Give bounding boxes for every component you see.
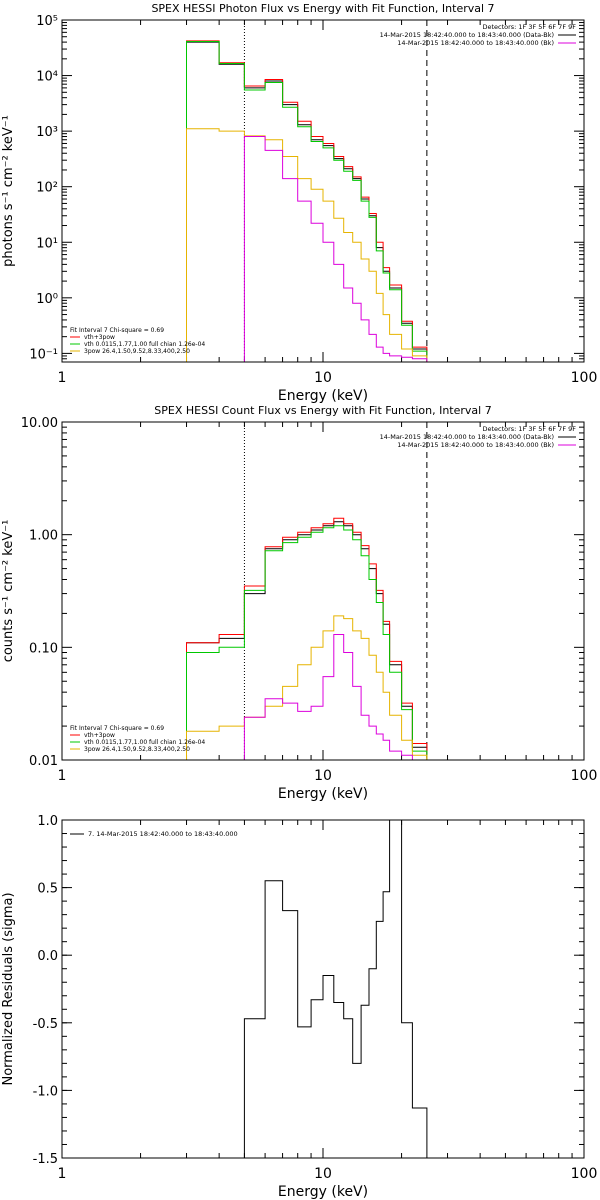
legend-left-entry: 7. 14-Mar-2015 18:42:40.000 to 18:43:40.…	[88, 830, 238, 838]
series-line-3	[186, 615, 428, 760]
y-tick-label: 0.01	[29, 754, 58, 769]
y-tick-label: 0.5	[37, 882, 58, 897]
x-tick-label: 100	[571, 1166, 598, 1182]
y-axis-label: counts s⁻¹ cm⁻² keV⁻¹	[1, 520, 16, 663]
series-line-4	[243, 136, 428, 362]
legend-left-entry: vth+3pow	[84, 732, 115, 739]
x-tick-label: 100	[571, 768, 598, 784]
y-tick-label: 10.00	[21, 416, 58, 431]
x-tick-label: 10	[314, 768, 332, 784]
x-tick-label: 1	[58, 1166, 67, 1182]
y-tick-label: 10³	[36, 125, 58, 140]
y-tick-label: 0.10	[29, 641, 58, 656]
x-axis-label: Energy (keV)	[278, 388, 368, 404]
y-tick-label: 1.0	[37, 814, 58, 829]
legend-right-entry: 14-Mar-2015 18:42:40.000 to 18:43:40.000…	[380, 433, 554, 441]
legend-right-entry: Detectors: 1F 3F 5F 6F 7F 9F	[482, 425, 576, 433]
x-axis-label: Energy (keV)	[278, 1184, 368, 1200]
y-axis-label: Normalized Residuals (sigma)	[1, 892, 16, 1085]
legend-left-entry: Fit Interval 7 Chi-square = 0.69	[70, 327, 164, 334]
photon-flux-panel: SPEX HESSI Photon Flux vs Energy with Fi…	[1, 2, 597, 404]
plot-frame	[61, 421, 585, 761]
y-tick-label: -1.5	[33, 1152, 58, 1167]
legend-left-entry: Fit Interval 7 Chi-square = 0.69	[70, 725, 164, 732]
legend-left-entry: vth 0.0115,1.77,1.00 full chian 1.26e-04	[84, 341, 205, 348]
plot-frame	[61, 819, 585, 1159]
series-line-3	[186, 128, 428, 362]
legend-left-entry: 3pow 26.4,1.50,9.52,8.33,400,2.50	[84, 746, 190, 753]
y-tick-label: 10⁻¹	[29, 347, 58, 362]
y-tick-label: 10⁵	[36, 14, 58, 29]
residuals-panel: 1 10 100 Energy (keV) -1.5 -1.0 -0.5 0.0 0.5 1.0 N…	[1, 814, 597, 1200]
series-line-2	[186, 525, 428, 760]
chart-title: SPEX HESSI Photon Flux vs Energy with Fi…	[151, 2, 494, 15]
y-tick-label: 1.00	[29, 529, 58, 544]
series-group	[186, 517, 428, 760]
series-line-0	[243, 820, 428, 1158]
x-tick-label: 10	[314, 370, 332, 386]
y-tick-label: 10¹	[36, 236, 58, 251]
x-axis-label: Energy (keV)	[278, 786, 368, 802]
y-axis-label: photons s⁻¹ cm⁻² keV⁻¹	[1, 115, 16, 267]
legend-right-entry: Detectors: 1F 3F 5F 6F 7F 9F	[482, 23, 576, 31]
series-group	[186, 40, 428, 362]
y-tick-label: 10⁰	[36, 292, 58, 307]
plot-frame	[61, 19, 585, 363]
legend-left-entry: 3pow 26.4,1.50,9.52,8.33,400,2.50	[84, 348, 190, 355]
series-line-1	[186, 40, 428, 362]
chart-title: SPEX HESSI Count Flux vs Energy with Fit…	[154, 404, 491, 417]
legend-right-entry: 14-Mar-2015 18:42:40.000 to 18:43:40.000…	[397, 441, 554, 449]
y-tick-label: 10⁴	[36, 70, 58, 85]
series-line-2	[186, 41, 428, 362]
legend-right-entry: 14-Mar-2015 18:42:40.000 to 18:43:40.000…	[380, 31, 554, 39]
y-tick-label: 10²	[36, 181, 58, 196]
legend-left-entry: vth+3pow	[84, 334, 115, 341]
x-tick-label: 1	[58, 370, 67, 386]
y-tick-label: -0.5	[33, 1017, 58, 1032]
legend-left-entry: vth 0.0115,1.77,1.00 full chian 1.26e-04	[84, 739, 205, 746]
y-tick-label: -1.0	[33, 1084, 58, 1099]
series-line-1	[186, 517, 428, 760]
legend-right-entry: 14-Mar-2015 18:42:40.000 to 18:43:40.000…	[397, 39, 554, 47]
series-line-0	[186, 41, 428, 362]
series-line-4	[243, 634, 428, 760]
y-tick-label: 0.0	[37, 949, 58, 964]
x-tick-label: 10	[314, 1166, 332, 1182]
x-tick-label: 100	[571, 370, 598, 386]
x-tick-label: 1	[58, 768, 67, 784]
series-group	[243, 820, 428, 1158]
count-flux-panel: SPEX HESSI Count Flux vs Energy with Fit…	[1, 404, 597, 802]
